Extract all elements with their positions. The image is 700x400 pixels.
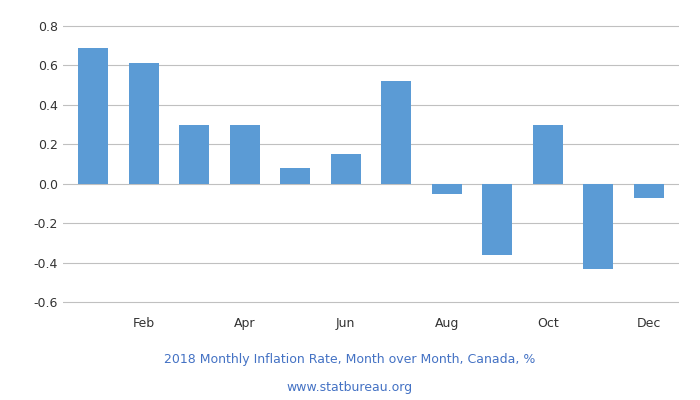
Text: www.statbureau.org: www.statbureau.org — [287, 382, 413, 394]
Bar — [280, 168, 310, 184]
Bar — [482, 184, 512, 255]
Bar — [78, 48, 108, 184]
Bar — [432, 184, 462, 194]
Bar — [583, 184, 613, 268]
Bar — [533, 124, 563, 184]
Bar — [634, 184, 664, 198]
Text: 2018 Monthly Inflation Rate, Month over Month, Canada, %: 2018 Monthly Inflation Rate, Month over … — [164, 354, 536, 366]
Bar — [330, 154, 361, 184]
Bar — [179, 124, 209, 184]
Bar — [129, 63, 159, 184]
Bar — [381, 81, 412, 184]
Bar — [230, 124, 260, 184]
